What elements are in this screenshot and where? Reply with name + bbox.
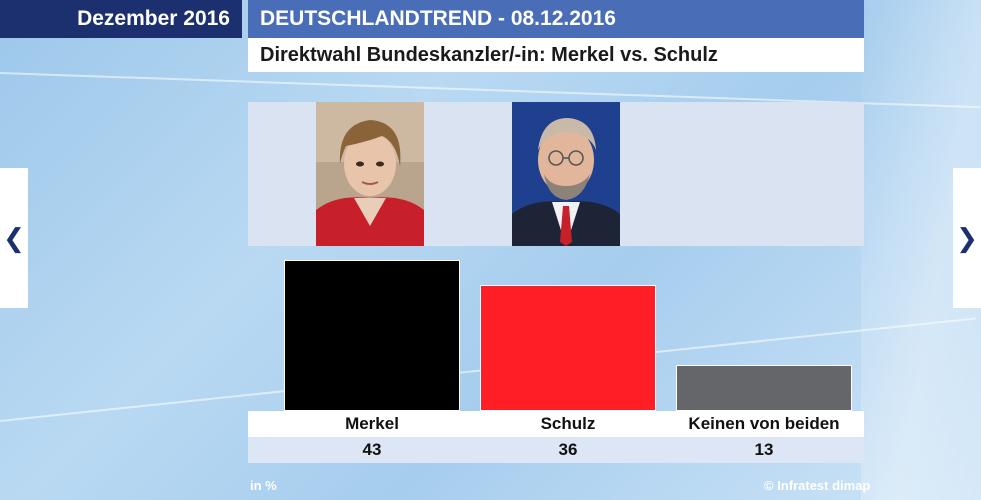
bar-keinen-von-beiden (676, 365, 852, 411)
page-title: DEUTSCHLANDTREND - 08.12.2016 (248, 0, 864, 38)
bar-merkel (284, 260, 460, 411)
category-label-keinen-von-beiden: Keinen von beiden (688, 414, 840, 433)
value-label-schulz: 36 (558, 440, 578, 459)
next-button[interactable]: ❯ (953, 168, 981, 308)
merkel-portrait (316, 102, 424, 246)
previous-button[interactable]: ❮ (0, 168, 28, 308)
category-label-schulz: Schulz (540, 414, 596, 433)
source-credit: © Infratest dimap (764, 478, 871, 493)
bar-schulz (480, 285, 656, 411)
schulz-portrait (512, 102, 620, 246)
unit-note: in % (250, 478, 277, 493)
chart-subtitle: Direktwahl Bundeskanzler/-in: Merkel vs.… (248, 38, 864, 72)
chevron-left-icon: ❮ (3, 222, 25, 253)
category-label-merkel: Merkel (345, 414, 399, 433)
chevron-right-icon: ❯ (956, 222, 978, 253)
value-label-row: 43 36 13 (248, 437, 864, 463)
category-label-row: Merkel Schulz Keinen von beiden (248, 411, 864, 437)
value-label-merkel: 43 (362, 440, 382, 459)
value-label-keinen-von-beiden: 13 (754, 440, 774, 459)
bar-chart (248, 246, 864, 411)
month-label: Dezember 2016 (0, 0, 242, 38)
